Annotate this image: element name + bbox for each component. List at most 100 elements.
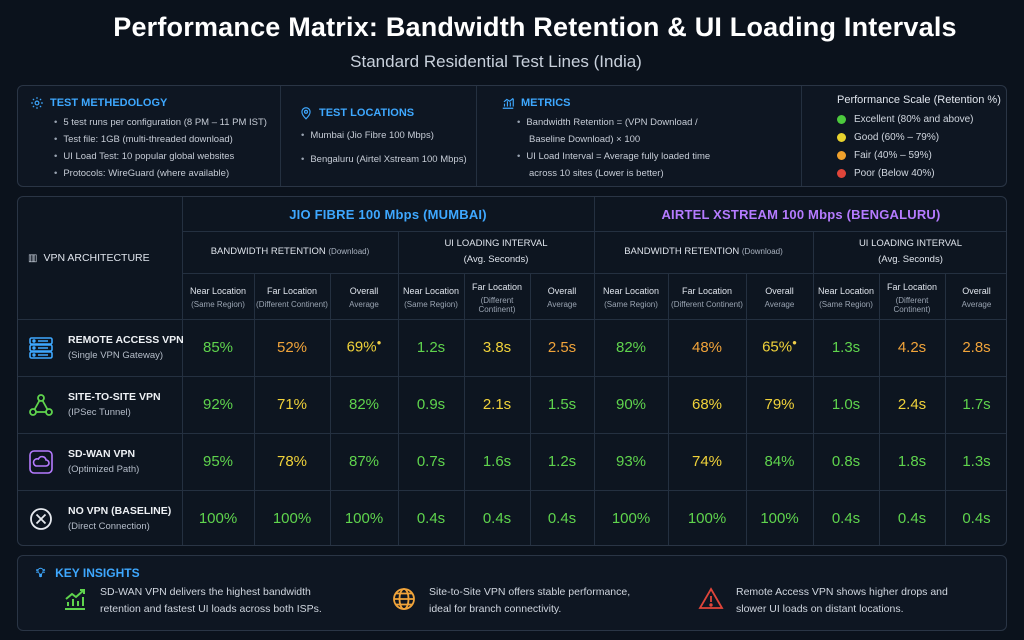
insights-heading: 💡︎ KEY INSIGHTS bbox=[36, 565, 140, 581]
cell-value: 0.4s bbox=[831, 509, 861, 527]
locations-list: Mumbai (Jio Fibre 100 Mbps) Bengaluru (A… bbox=[301, 124, 466, 172]
cell-value: 0.4s bbox=[482, 509, 512, 527]
table-cell: 82% bbox=[330, 376, 398, 433]
table-cell: 100% bbox=[254, 490, 330, 545]
map-pin-icon bbox=[301, 107, 311, 120]
cell-value: 2.1s bbox=[482, 395, 512, 413]
subheader-line1: Far Location bbox=[886, 281, 938, 292]
cell-value: 0.4s bbox=[962, 509, 991, 527]
cell-value: 78% bbox=[276, 452, 308, 470]
cell-value: 100% bbox=[687, 509, 727, 527]
insight-item: Remote Access VPN shows higher drops and… bbox=[698, 584, 948, 618]
key-insights-panel: 💡︎ KEY INSIGHTS SD-WAN VPN delivers the … bbox=[17, 555, 1007, 631]
subheader-line1: Overall bbox=[547, 286, 577, 296]
cell-value: 48% bbox=[691, 338, 723, 356]
column-subheader: Far Location (Different Continent) bbox=[668, 273, 746, 319]
table-cell: 85% bbox=[182, 319, 254, 376]
column-subheader: Overall Average bbox=[330, 273, 398, 319]
insight-item: Site-to-Site VPN offers stable performan… bbox=[391, 584, 630, 618]
subheader-line1: Near Location bbox=[402, 286, 460, 296]
subheader-line2: (Different Continent) bbox=[256, 300, 328, 309]
scale-item-good: Good (60% – 79%) bbox=[837, 132, 939, 143]
column-subheader: Overall Average bbox=[746, 273, 813, 319]
column-subheader: Near Location (Same Region) bbox=[813, 273, 879, 319]
list-item: Bengaluru (Airtel Xstream 100 Mbps) bbox=[301, 148, 466, 172]
table-cell: 100% bbox=[746, 490, 813, 545]
table-cell: 1.6s bbox=[464, 433, 530, 490]
subheader-line1: Near Location bbox=[189, 286, 247, 296]
cell-value: 68% bbox=[691, 395, 723, 413]
legend-dot bbox=[837, 133, 846, 142]
insights-heading-text: KEY INSIGHTS bbox=[55, 566, 140, 580]
cell-value: 82% bbox=[615, 338, 647, 356]
insight-text: slower UI loads on distant locations. bbox=[736, 603, 904, 615]
group-title: UI LOADING INTERVAL bbox=[444, 238, 548, 249]
note-marker-icon: ● bbox=[792, 338, 797, 348]
page-title: Performance Matrix: Bandwidth Retention … bbox=[113, 12, 957, 42]
methodology-section: TEST METHEDOLOGY 5 test runs per configu… bbox=[18, 86, 280, 186]
lightbulb-icon: 💡︎ bbox=[36, 565, 46, 580]
cell-value: 0.4s bbox=[547, 509, 577, 527]
cell-value: 93% bbox=[615, 452, 647, 470]
insight-text: SD-WAN VPN delivers the highest bandwidt… bbox=[100, 586, 311, 598]
cell-value: 0.7s bbox=[416, 452, 446, 470]
scale-title: Performance Scale (Retention %) bbox=[837, 94, 1001, 106]
cell-value: 100% bbox=[760, 509, 799, 527]
cell-value: 100% bbox=[611, 509, 651, 527]
table-cell: 79% bbox=[746, 376, 813, 433]
table-cell: 52% bbox=[254, 319, 330, 376]
isp-header-jio: JIO FIBRE 100 Mbps (MUMBAI) bbox=[182, 197, 594, 231]
cell-value: 100% bbox=[344, 509, 384, 527]
isp-header-airtel: AIRTEL XSTREAM 100 Mbps (BENGALURU) bbox=[594, 197, 1006, 231]
cell-value: 4.2s bbox=[897, 338, 927, 356]
subheader-line2: Average bbox=[764, 300, 795, 309]
table-cell: 74% bbox=[668, 433, 746, 490]
group-ui-jio: UI LOADING INTERVAL (Avg. Seconds) bbox=[398, 231, 594, 273]
subheader-line1: Overall bbox=[349, 286, 379, 296]
table-cell: 100% bbox=[594, 490, 668, 545]
cell-value: 65% bbox=[762, 338, 793, 356]
locations-heading: TEST LOCATIONS bbox=[299, 106, 414, 120]
column-subheader: Near Location (Same Region) bbox=[594, 273, 668, 319]
globe-icon bbox=[393, 588, 415, 610]
group-note: (Download) bbox=[741, 247, 783, 256]
cell-value: 1.8s bbox=[897, 452, 927, 470]
group-note: (Avg. Seconds) bbox=[878, 254, 943, 265]
isp-name: AIRTEL XSTREAM 100 Mbps (BENGALURU) bbox=[661, 206, 941, 222]
group-title: BANDWIDTH RETENTION bbox=[210, 246, 326, 257]
table-cell: 68% bbox=[668, 376, 746, 433]
insight-text: retention and fastest UI loads across bo… bbox=[100, 603, 322, 615]
table-cell: 71% bbox=[254, 376, 330, 433]
table-cell: 65%● bbox=[746, 319, 813, 376]
cell-value: 2.8s bbox=[962, 338, 991, 356]
table-cell: 82% bbox=[594, 319, 668, 376]
subheader-line2: Average bbox=[547, 300, 577, 309]
subheader-line2: (Same Region) bbox=[404, 300, 458, 309]
arch-header-text: VPN ARCHITECTURE bbox=[43, 252, 150, 264]
cell-value: 1.6s bbox=[482, 452, 512, 470]
server-icon bbox=[29, 336, 53, 359]
cell-value: 85% bbox=[202, 338, 234, 356]
warning-icon bbox=[698, 587, 724, 609]
arch-header: ▥ VPN ARCHITECTURE bbox=[28, 197, 188, 319]
table-cell: 1.0s bbox=[813, 376, 879, 433]
methodology-list: 5 test runs per configuration (8 PM – 11… bbox=[54, 114, 267, 182]
group-title: BANDWIDTH RETENTION bbox=[624, 246, 740, 257]
list-item: Bandwidth Retention = (VPN Download / bbox=[517, 114, 710, 131]
column-subheader: Far Location (Different Continent) bbox=[254, 273, 330, 319]
list-item: UI Load Interval = Average fully loaded … bbox=[517, 148, 710, 165]
group-ui-airtel: UI LOADING INTERVAL (Avg. Seconds) bbox=[813, 231, 1006, 273]
table-cell: 0.4s bbox=[530, 490, 594, 545]
row-sub: (Optimized Path) bbox=[68, 464, 140, 475]
table-cell: 1.3s bbox=[945, 433, 1006, 490]
methodology-heading-text: TEST METHEDOLOGY bbox=[50, 97, 168, 109]
table-cell: 3.8s bbox=[464, 319, 530, 376]
row-sub: (Direct Connection) bbox=[68, 521, 150, 532]
table-cell: 1.3s bbox=[813, 319, 879, 376]
list-item-continuation: across 10 sites (Lower is better) bbox=[529, 168, 664, 179]
table-cell: 2.8s bbox=[945, 319, 1006, 376]
table-cell: 4.2s bbox=[879, 319, 945, 376]
cell-value: 87% bbox=[348, 452, 380, 470]
list-item: UI Load Test: 10 popular global websites bbox=[54, 148, 267, 165]
page-subtitle: Standard Residential Test Lines (India) bbox=[350, 52, 642, 71]
